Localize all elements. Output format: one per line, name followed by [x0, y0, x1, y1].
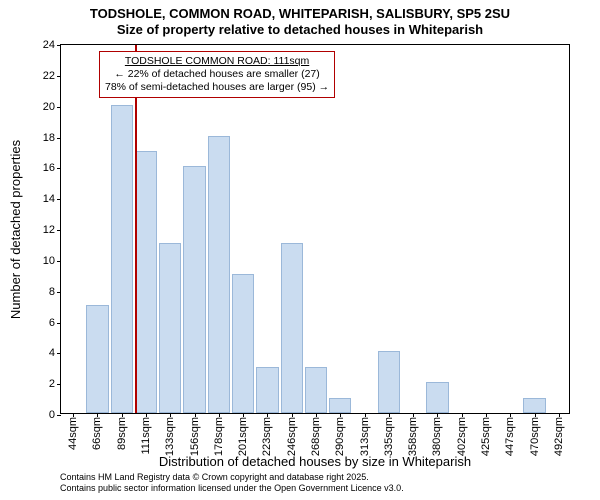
y-tick-mark — [57, 45, 61, 46]
marker-line — [135, 45, 137, 413]
x-tick-label: 425sqm — [480, 417, 492, 456]
y-tick-mark — [57, 261, 61, 262]
y-tick-label: 14 — [43, 193, 55, 205]
y-tick-mark — [57, 415, 61, 416]
x-tick-label: 380sqm — [431, 417, 443, 456]
y-axis-label: Number of detached properties — [8, 44, 24, 414]
y-tick-label: 4 — [49, 347, 55, 359]
y-tick-mark — [57, 138, 61, 139]
y-tick-label: 8 — [49, 286, 55, 298]
y-tick-mark — [57, 384, 61, 385]
y-tick-mark — [57, 76, 61, 77]
y-tick-label: 0 — [49, 409, 55, 421]
plot-box: 02468101214161820222444sqm66sqm89sqm111s… — [60, 44, 570, 414]
x-tick-label: 358sqm — [407, 417, 419, 456]
callout-heading: TODSHOLE COMMON ROAD: 111sqm — [125, 55, 309, 67]
bar — [135, 151, 157, 413]
bar — [86, 305, 108, 413]
credits-line-1: Contains HM Land Registry data © Crown c… — [60, 472, 570, 483]
callout-box: TODSHOLE COMMON ROAD: 111sqm← 22% of det… — [99, 51, 335, 98]
chart-container: TODSHOLE, COMMON ROAD, WHITEPARISH, SALI… — [0, 0, 600, 500]
x-tick-label: 89sqm — [116, 417, 128, 450]
callout-line-2: ← 22% of detached houses are smaller (27… — [114, 68, 319, 80]
title-line-1: TODSHOLE, COMMON ROAD, WHITEPARISH, SALI… — [0, 6, 600, 22]
y-tick-mark — [57, 107, 61, 108]
bar — [111, 105, 133, 413]
x-tick-label: 111sqm — [140, 417, 152, 455]
y-tick-mark — [57, 168, 61, 169]
x-tick-label: 223sqm — [261, 417, 273, 456]
x-tick-label: 178sqm — [213, 417, 225, 456]
y-tick-label: 10 — [43, 255, 55, 267]
x-tick-label: 44sqm — [67, 417, 79, 450]
y-tick-label: 22 — [43, 70, 55, 82]
bar — [208, 136, 230, 414]
x-tick-label: 492sqm — [553, 417, 565, 456]
x-tick-label: 447sqm — [504, 417, 516, 456]
x-tick-label: 290sqm — [334, 417, 346, 456]
x-tick-label: 313sqm — [359, 417, 371, 456]
plot-area: 02468101214161820222444sqm66sqm89sqm111s… — [60, 44, 570, 414]
callout-line-3: 78% of semi-detached houses are larger (… — [105, 81, 329, 93]
y-tick-label: 24 — [43, 39, 55, 51]
x-tick-label: 66sqm — [91, 417, 103, 450]
y-tick-mark — [57, 292, 61, 293]
bar — [159, 243, 181, 413]
y-tick-label: 6 — [49, 317, 55, 329]
x-tick-label: 402sqm — [456, 417, 468, 456]
x-tick-label: 133sqm — [164, 417, 176, 456]
y-tick-label: 16 — [43, 162, 55, 174]
x-tick-label: 335sqm — [383, 417, 395, 456]
bar — [232, 274, 254, 413]
x-tick-label: 201sqm — [237, 417, 249, 456]
bar — [183, 166, 205, 413]
y-tick-mark — [57, 353, 61, 354]
bar — [305, 367, 327, 413]
bar — [281, 243, 303, 413]
bar — [378, 351, 400, 413]
credits-line-2: Contains public sector information licen… — [60, 483, 570, 494]
title-block: TODSHOLE, COMMON ROAD, WHITEPARISH, SALI… — [0, 0, 600, 39]
title-line-2: Size of property relative to detached ho… — [0, 22, 600, 38]
y-tick-mark — [57, 230, 61, 231]
bar — [329, 398, 351, 413]
y-tick-label: 18 — [43, 132, 55, 144]
credits: Contains HM Land Registry data © Crown c… — [60, 472, 570, 494]
x-tick-label: 268sqm — [310, 417, 322, 456]
y-axis-label-text: Number of detached properties — [9, 139, 24, 318]
y-tick-label: 20 — [43, 101, 55, 113]
x-axis-label: Distribution of detached houses by size … — [60, 454, 570, 469]
x-tick-label: 246sqm — [286, 417, 298, 456]
x-tick-label: 470sqm — [529, 417, 541, 456]
bar — [256, 367, 278, 413]
bar — [523, 398, 545, 413]
y-tick-mark — [57, 323, 61, 324]
y-tick-mark — [57, 199, 61, 200]
y-tick-label: 2 — [49, 378, 55, 390]
bar — [426, 382, 448, 413]
x-tick-label: 156sqm — [189, 417, 201, 456]
y-tick-label: 12 — [43, 224, 55, 236]
